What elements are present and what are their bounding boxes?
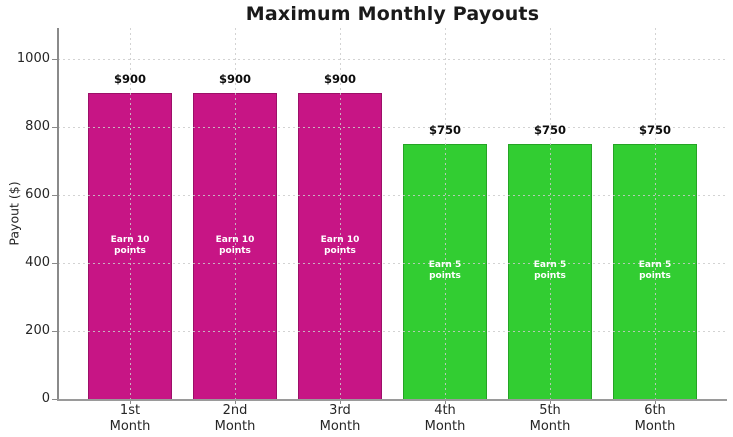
x-tick-label-3: 3rd Month <box>319 403 361 434</box>
bar-inner-label-6: Earn 5 points <box>638 260 672 282</box>
bar-inner-label-4: Earn 5 points <box>428 260 462 282</box>
x-tick-mark-2 <box>235 400 236 404</box>
bar-inner-label-2: Earn 10 points <box>215 234 255 256</box>
y-tick-label-600: 600 <box>25 186 50 202</box>
bar-value-label-4: $750 <box>428 122 461 137</box>
x-tick-mark-3 <box>340 400 341 404</box>
gridline-x-6 <box>655 28 656 399</box>
gridline-y-400 <box>58 262 727 264</box>
y-tick-label-400: 400 <box>25 254 50 270</box>
gridline-y-600 <box>58 194 727 196</box>
y-tick-mark-0 <box>52 399 57 400</box>
gridline-x-3 <box>340 28 341 399</box>
x-tick-mark-4 <box>445 400 446 404</box>
bar-inner-label-3: Earn 10 points <box>320 234 360 256</box>
y-tick-label-800: 800 <box>25 118 50 134</box>
y-tick-mark-200 <box>52 330 57 332</box>
x-tick-mark-6 <box>655 400 656 404</box>
y-tick-label-1000: 1000 <box>16 50 50 66</box>
x-tick-label-6: 6th Month <box>634 403 676 434</box>
gridline-y-1000 <box>58 58 727 60</box>
x-axis-spine <box>57 399 727 401</box>
gridline-x-1 <box>130 28 131 399</box>
gridline-y-800 <box>58 126 727 128</box>
x-tick-label-1: 1st Month <box>109 403 151 434</box>
x-tick-label-5: 5th Month <box>529 403 571 434</box>
chart-title: Maximum Monthly Payouts <box>245 3 540 25</box>
x-tick-label-4: 4th Month <box>424 403 466 434</box>
gridline-x-5 <box>550 28 551 399</box>
bar-inner-label-1: Earn 10 points <box>110 234 150 256</box>
y-tick-mark-800 <box>52 126 57 128</box>
x-tick-label-2: 2nd Month <box>214 403 256 434</box>
x-tick-mark-5 <box>550 400 551 404</box>
gridline-x-4 <box>445 28 446 399</box>
y-tick-label-0: 0 <box>41 391 50 406</box>
bar-value-label-6: $750 <box>638 122 671 137</box>
y-tick-mark-600 <box>52 194 57 196</box>
bar-value-label-3: $900 <box>323 71 356 86</box>
y-tick-mark-1000 <box>52 58 57 60</box>
plot-area: Earn 10 points $900 Earn 10 points $900 Earn… <box>58 28 727 399</box>
bar-value-label-2: $900 <box>218 71 251 86</box>
gridline-x-2 <box>235 28 236 399</box>
bar-value-label-1: $900 <box>113 71 146 86</box>
bar-inner-label-5: Earn 5 points <box>533 260 567 282</box>
y-axis-spine <box>57 28 59 399</box>
y-tick-label-200: 200 <box>25 322 50 338</box>
bar-value-label-5: $750 <box>533 122 566 137</box>
y-tick-mark-400 <box>52 262 57 264</box>
gridline-y-200 <box>58 330 727 332</box>
x-tick-mark-1 <box>130 400 131 404</box>
